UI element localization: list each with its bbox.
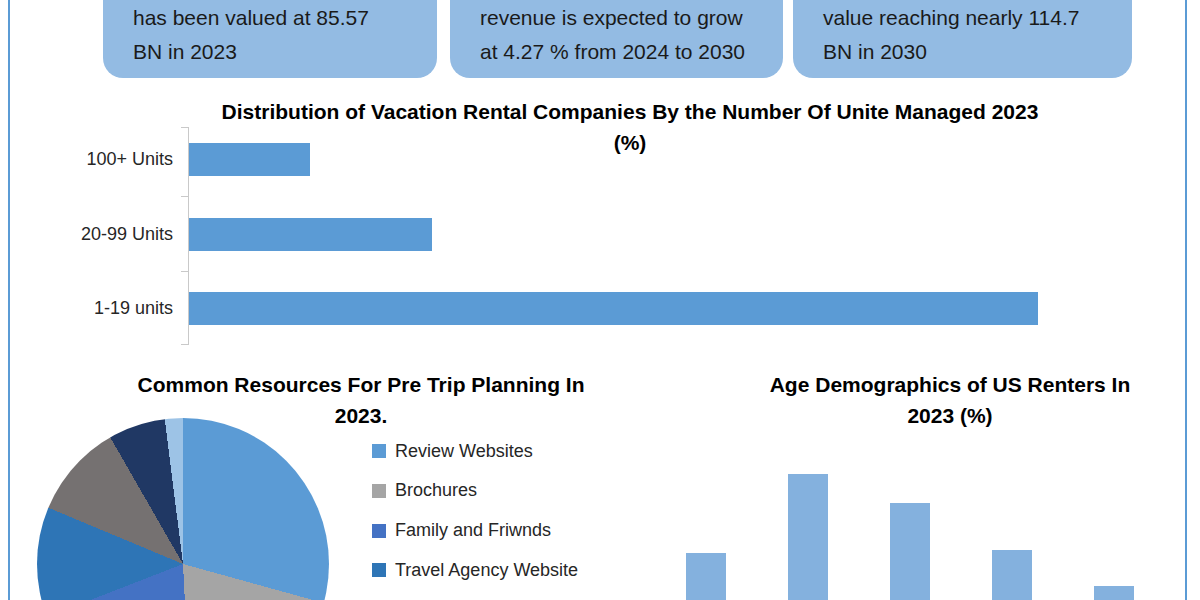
legend-label: Travel Agency Website bbox=[395, 560, 578, 581]
pie-chart-title-line1: Common Resources For Pre Trip Planning I… bbox=[110, 369, 612, 400]
axis-tick bbox=[181, 271, 188, 272]
page-border-left bbox=[8, 0, 10, 600]
highlight-box-market-value: has been valued at 85.57 BN in 2023 bbox=[103, 0, 437, 78]
category-label: 20-99 Units bbox=[13, 223, 173, 245]
vbar-chart-title: Age Demographics of US Renters In 2023 (… bbox=[718, 369, 1182, 431]
category-label: 100+ Units bbox=[13, 148, 173, 170]
bar bbox=[890, 503, 930, 600]
legend-item: Family and Friwnds bbox=[372, 520, 551, 542]
bar bbox=[189, 143, 310, 176]
legend-swatch bbox=[372, 563, 386, 577]
bar bbox=[788, 474, 828, 600]
axis-tick bbox=[181, 127, 188, 128]
highlight-box-forecast: value reaching nearly 114.7 BN in 2030 bbox=[793, 0, 1132, 78]
highlight-box-text-line: BN in 2030 bbox=[823, 35, 1122, 69]
pie bbox=[37, 418, 329, 600]
highlight-box-text-line: BN in 2023 bbox=[133, 35, 427, 69]
highlight-box-text-line: has been valued at 85.57 bbox=[133, 1, 427, 35]
hbar-chart-title-line1: Distribution of Vacation Rental Companie… bbox=[150, 96, 1110, 127]
page-border-right bbox=[1185, 0, 1187, 600]
legend-swatch bbox=[372, 484, 386, 498]
axis-tick bbox=[181, 196, 188, 197]
legend-label: Review Websites bbox=[395, 441, 533, 462]
bar bbox=[686, 553, 726, 600]
bar bbox=[992, 550, 1032, 600]
highlight-box-text-line: revenue is expected to grow bbox=[480, 1, 773, 35]
vbar-chart-title-line1: Age Demographics of US Renters In bbox=[718, 369, 1182, 400]
category-label: 1-19 units bbox=[13, 297, 173, 319]
legend-item: Brochures bbox=[372, 480, 477, 502]
legend-swatch bbox=[372, 524, 386, 538]
legend-swatch bbox=[372, 444, 386, 458]
bar bbox=[189, 292, 1038, 325]
legend-item: Travel Agency Website bbox=[372, 559, 578, 581]
axis-tick bbox=[181, 344, 188, 345]
legend-item: Review Websites bbox=[372, 440, 533, 462]
vbar-chart-title-line2: 2023 (%) bbox=[718, 400, 1182, 431]
bar bbox=[189, 218, 432, 251]
highlight-box-cagr: revenue is expected to grow at 4.27 % fr… bbox=[450, 0, 783, 78]
highlight-box-text-line: at 4.27 % from 2024 to 2030 bbox=[480, 35, 773, 69]
infographic-page: has been valued at 85.57 BN in 2023 reve… bbox=[0, 0, 1200, 600]
legend-label: Family and Friwnds bbox=[395, 520, 551, 541]
bar bbox=[1094, 586, 1134, 600]
legend-label: Brochures bbox=[395, 480, 477, 501]
highlight-box-text-line: value reaching nearly 114.7 bbox=[823, 1, 1122, 35]
